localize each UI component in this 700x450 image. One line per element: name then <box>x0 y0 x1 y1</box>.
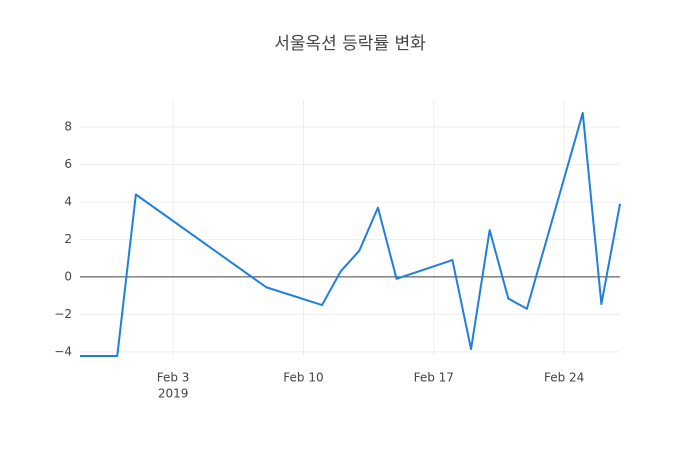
y-tick-label: 8 <box>64 120 72 134</box>
y-tick-label: 2 <box>64 232 72 246</box>
chart-title: 서울옥션 등락률 변화 <box>274 34 426 54</box>
x-tick-label: Feb 24 <box>544 371 584 385</box>
y-tick-label: 4 <box>64 194 72 208</box>
x-tick-label: Feb 10 <box>283 371 323 385</box>
y-tick-label: −4 <box>54 344 72 358</box>
x-tick-label: Feb 3 <box>157 371 190 385</box>
y-tick-label: −2 <box>54 307 72 321</box>
y-tick-label: 6 <box>64 157 72 171</box>
line-series <box>80 112 621 357</box>
y-tick-label: 0 <box>64 269 72 283</box>
x-tick-sublabel: 2019 <box>158 387 189 401</box>
x-tick-label: Feb 17 <box>414 371 454 385</box>
